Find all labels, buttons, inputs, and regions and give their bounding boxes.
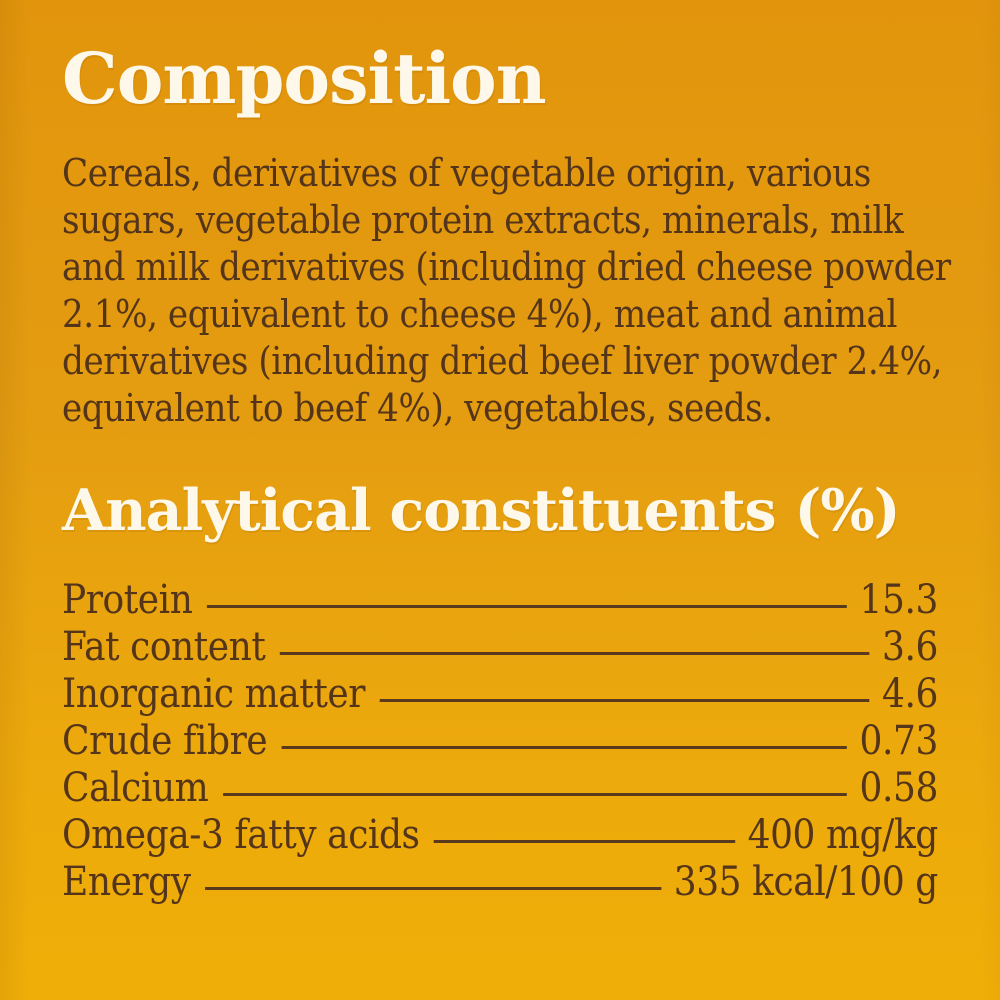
composition-line: and milk derivatives (including dried ch… (62, 245, 951, 289)
row-value: 400 mg/kg (747, 812, 939, 858)
analytical-row-crude-fibre: Crude fibre 0.73 (62, 718, 938, 765)
analytical-constituents-table: Protein 15.3 Fat content 3.6 Inorganic m… (62, 577, 938, 906)
analytical-row-calcium: Calcium 0.58 (62, 765, 938, 812)
analytical-constituents-title: Analytical constituents (%) (62, 477, 901, 544)
row-label: Inorganic matter (62, 671, 365, 717)
leader-line (281, 746, 847, 749)
composition-line: derivatives (including dried beef liver … (62, 339, 943, 383)
composition-title: Composition (62, 37, 547, 120)
row-label: Crude fibre (62, 718, 268, 764)
row-label: Calcium (62, 765, 209, 811)
leader-line (433, 840, 736, 843)
leader-line (205, 887, 662, 890)
row-label: Energy (62, 859, 191, 905)
leader-line (222, 793, 847, 796)
leader-line (279, 652, 870, 655)
composition-line: 2.1%, equivalent to cheese 4%), meat and… (62, 292, 897, 336)
composition-line: Cereals, derivatives of vegetable origin… (62, 151, 871, 195)
row-label: Fat content (62, 624, 266, 670)
row-value: 4.6 (881, 671, 938, 717)
composition-body: Cereals, derivatives of vegetable origin… (62, 150, 951, 432)
row-value: 15.3 (859, 577, 939, 623)
analytical-row-protein: Protein 15.3 (62, 577, 938, 624)
analytical-row-fat-content: Fat content 3.6 (62, 624, 938, 671)
row-value: 0.58 (859, 765, 939, 811)
analytical-row-omega-3-fatty-acids: Omega-3 fatty acids 400 mg/kg (62, 812, 938, 859)
composition-line: sugars, vegetable protein extracts, mine… (62, 198, 904, 242)
row-value: 335 kcal/100 g (673, 859, 939, 905)
row-value: 3.6 (881, 624, 938, 670)
row-value: 0.73 (859, 718, 939, 764)
row-label: Omega-3 fatty acids (62, 812, 420, 858)
leader-line (379, 699, 870, 702)
analytical-row-energy: Energy 335 kcal/100 g (62, 859, 938, 906)
composition-line: equivalent to beef 4%), vegetables, seed… (62, 386, 773, 430)
leader-line (206, 605, 847, 608)
row-label: Protein (62, 577, 193, 623)
analytical-row-inorganic-matter: Inorganic matter 4.6 (62, 671, 938, 718)
